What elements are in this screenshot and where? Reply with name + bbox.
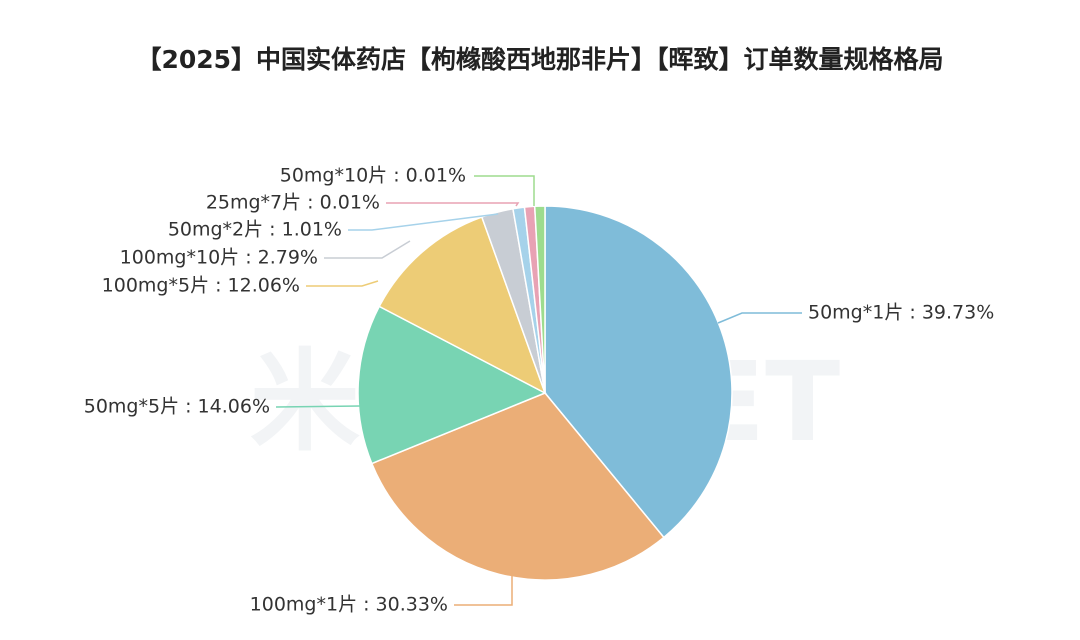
pie-slice xyxy=(544,205,733,539)
slice-label: 100mg*1片 : 30.33% xyxy=(250,594,448,616)
leader-lines-group xyxy=(275,175,802,606)
pie-slice xyxy=(533,205,546,394)
slice-label: 50mg*2片 : 1.01% xyxy=(168,219,342,241)
slices-group xyxy=(357,205,733,581)
slice-label: 50mg*10片 : 0.01% xyxy=(280,165,466,187)
pie-slice xyxy=(370,392,665,581)
slice-label: 50mg*5片 : 14.06% xyxy=(84,396,270,418)
svg-text:米: 米 xyxy=(250,338,360,466)
slice-label: 100mg*10片 : 2.79% xyxy=(120,247,318,269)
slice-label: 100mg*5片 : 12.06% xyxy=(102,275,300,297)
slice-label: 25mg*7片 : 0.01% xyxy=(206,192,380,214)
leader-line xyxy=(275,405,361,408)
labels-group: 50mg*1片 : 39.73% 100mg*1片 : 30.33% 50mg*5片… xyxy=(84,165,995,616)
leader-line xyxy=(474,175,535,206)
chart-title: 【2025】中国实体药店【枸橼酸西地那非片】【晖致】订单数量规格格局 xyxy=(136,45,944,74)
leader-line xyxy=(324,240,411,259)
leader-line xyxy=(386,202,520,207)
pie-slice xyxy=(357,305,547,465)
leader-line xyxy=(454,568,513,606)
leader-line xyxy=(717,312,802,324)
slice-label: 50mg*1片 : 39.73% xyxy=(808,302,994,324)
leader-line xyxy=(306,280,379,287)
leader-line xyxy=(348,213,499,231)
pie-slice xyxy=(378,216,547,395)
